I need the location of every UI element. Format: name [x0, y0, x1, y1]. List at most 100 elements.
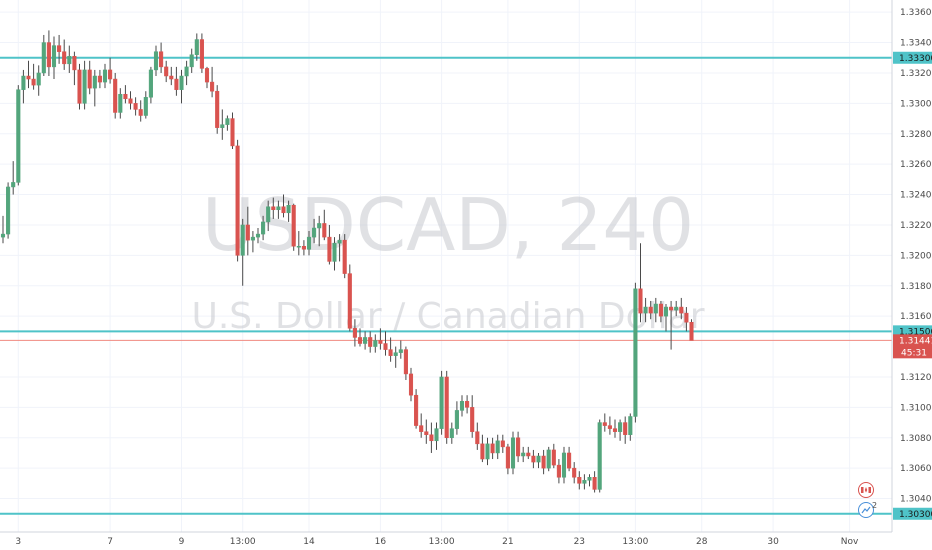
candle	[133, 97, 138, 116]
hline-price-label: 1.31500	[899, 327, 932, 337]
candle	[199, 33, 204, 73]
candle	[572, 462, 577, 484]
time-tick-label: 13:00	[622, 537, 648, 547]
price-tick-label: 1.33200	[900, 69, 932, 79]
candle	[215, 85, 220, 134]
candle	[679, 297, 684, 320]
candle	[210, 66, 215, 98]
candle	[169, 66, 174, 86]
time-tick-label: 3	[15, 537, 21, 547]
candle	[11, 161, 16, 195]
candle	[470, 395, 475, 438]
candle	[220, 109, 225, 140]
hline-price-tag	[893, 51, 932, 64]
candle	[674, 300, 679, 317]
time-tick-label: 21	[502, 537, 513, 547]
candle	[189, 48, 194, 73]
price-tick-label: 1.31600	[900, 312, 932, 322]
candle	[261, 215, 266, 241]
candle	[444, 370, 449, 444]
candle	[414, 389, 419, 429]
candle	[587, 474, 592, 487]
candle	[378, 328, 383, 350]
candle	[577, 471, 582, 490]
price-tick-label: 1.32600	[900, 160, 932, 170]
candle	[419, 413, 424, 438]
candle	[327, 224, 332, 265]
candle	[322, 209, 327, 241]
candle	[454, 401, 459, 435]
price-tick-label: 1.30400	[900, 495, 932, 505]
time-tick-label: 23	[574, 537, 585, 547]
candle	[551, 443, 556, 469]
candle	[108, 57, 113, 84]
candle	[250, 231, 255, 253]
candle	[495, 434, 500, 460]
candle	[312, 218, 317, 244]
candle	[510, 431, 516, 475]
price-axis[interactable]: 1.33600 1.33400 1.33200 1.33000 1.32800 1.326…	[900, 8, 932, 504]
price-tick-label: 1.32000	[900, 251, 932, 261]
events-badge-icon[interactable]: 2	[858, 501, 878, 518]
candle	[347, 264, 352, 332]
time-tick-label: 7	[107, 537, 113, 547]
candle	[546, 446, 551, 472]
candle	[77, 63, 82, 110]
candle	[648, 300, 653, 320]
time-axis[interactable]: 3 7 9 13:00 14 16 13:00 21 23 13:00 28 30 Nov	[15, 537, 859, 547]
candle	[357, 328, 363, 347]
candle	[439, 370, 444, 435]
candle	[643, 297, 648, 323]
candle	[368, 331, 373, 353]
candle	[57, 34, 62, 64]
candle	[490, 437, 495, 460]
candle	[143, 91, 148, 119]
candle	[276, 200, 281, 219]
candle	[408, 367, 414, 402]
candle	[16, 85, 21, 186]
horizontal-lines[interactable]	[0, 56, 892, 515]
candle	[597, 419, 602, 493]
candle	[179, 69, 184, 104]
time-tick-label: 9	[179, 537, 185, 547]
candle	[638, 243, 643, 323]
candle	[194, 33, 199, 61]
canada-flag-icon[interactable]	[858, 482, 874, 498]
candle	[383, 331, 388, 356]
candle	[521, 446, 526, 463]
candle	[388, 337, 393, 362]
candle	[164, 60, 169, 83]
candle	[204, 66, 210, 89]
candle	[225, 115, 230, 131]
candle	[184, 60, 189, 86]
candle	[592, 471, 597, 493]
price-tick-label: 1.31800	[900, 282, 932, 292]
candle	[628, 413, 633, 441]
candle	[235, 139, 240, 262]
candle	[301, 240, 306, 256]
candle	[459, 395, 465, 417]
hline-price-tag	[893, 507, 932, 520]
watermark-description: U.S. Dollar / Canadian Dollar	[191, 296, 704, 337]
candle	[516, 431, 521, 463]
candle	[449, 422, 454, 444]
candle	[281, 194, 286, 218]
candle	[531, 449, 536, 469]
candle	[653, 297, 658, 323]
bar-countdown: 45:31	[901, 348, 927, 358]
price-tick-label: 1.32400	[900, 191, 932, 201]
last-price-tag	[893, 334, 932, 359]
candle	[403, 346, 408, 380]
price-tick-label: 1.30600	[900, 464, 932, 474]
price-tags: 1.33300 1.31500 1.30300 1.31441 45:31	[893, 51, 932, 520]
candle	[123, 85, 128, 104]
candle	[36, 65, 41, 96]
candle	[41, 34, 46, 76]
candle	[291, 203, 296, 251]
candle	[363, 331, 368, 350]
time-tick-label: 16	[375, 537, 387, 547]
candle	[21, 69, 26, 104]
candle	[689, 319, 694, 341]
